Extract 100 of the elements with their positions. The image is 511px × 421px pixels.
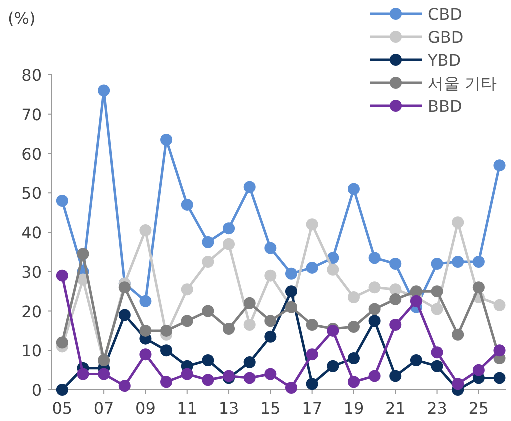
point (285, 268, 298, 280)
point (244, 297, 256, 310)
y-tick-label: 30 (22, 262, 42, 282)
point (390, 258, 402, 270)
point (431, 286, 444, 298)
point (348, 183, 360, 196)
legend-label: BBD (428, 97, 462, 116)
x-tick-label: 23 (427, 399, 448, 418)
point (390, 284, 402, 296)
point (56, 195, 68, 207)
point (410, 354, 422, 366)
y-tick-label: 50 (22, 184, 42, 204)
point (244, 181, 256, 194)
x-tick-label: 25 (468, 399, 490, 418)
y-tick-label: 40 (22, 224, 42, 242)
point (327, 264, 340, 276)
point (160, 376, 173, 388)
point (494, 344, 506, 357)
point (140, 224, 152, 237)
point (306, 378, 318, 390)
point (494, 160, 506, 172)
point (202, 256, 214, 268)
point (56, 336, 68, 349)
point (56, 384, 68, 396)
point (348, 321, 360, 333)
point (202, 374, 214, 386)
y-tick-label: 80 (22, 66, 42, 85)
x-tick-label: 21 (385, 399, 406, 418)
point (306, 319, 318, 332)
point (223, 238, 236, 250)
x-tick-label: 19 (344, 399, 364, 418)
point (348, 291, 360, 304)
point (494, 372, 506, 384)
y-tick-label: 60 (22, 144, 42, 164)
point (202, 236, 214, 248)
legend-label: CBD (428, 5, 462, 24)
point (452, 328, 464, 341)
x-tick-label: 11 (177, 399, 198, 418)
point (56, 270, 68, 282)
point (223, 222, 236, 235)
point (431, 303, 444, 316)
point (202, 305, 214, 318)
x-tick-label: 13 (218, 399, 240, 418)
point (285, 382, 298, 394)
point (160, 344, 173, 357)
point (472, 364, 485, 376)
point (452, 378, 464, 390)
point (306, 348, 318, 361)
point (140, 295, 152, 308)
point (181, 315, 194, 328)
point (181, 198, 194, 211)
point (160, 324, 173, 337)
y-tick-label: 70 (22, 105, 42, 124)
point (285, 286, 298, 298)
point (472, 282, 485, 294)
point (452, 216, 464, 229)
point (368, 282, 381, 294)
point (472, 256, 485, 268)
point (348, 376, 360, 388)
point (264, 270, 277, 282)
point (118, 380, 131, 392)
point (494, 299, 506, 312)
point (431, 258, 444, 270)
x-tick-label: 07 (94, 399, 114, 418)
point (77, 368, 90, 380)
point (244, 372, 256, 384)
point (390, 293, 402, 306)
point (264, 330, 277, 343)
point (223, 322, 236, 335)
point (98, 368, 110, 380)
point (140, 348, 152, 361)
point (77, 248, 90, 260)
point (264, 315, 277, 328)
point (118, 282, 131, 294)
point (306, 262, 318, 274)
point (202, 354, 214, 366)
y-tick-label: 0 (32, 381, 42, 400)
legend-label: YBD (427, 51, 462, 70)
point (118, 309, 131, 322)
point (390, 319, 402, 332)
y-tick-label: 10 (22, 342, 42, 361)
point (431, 360, 444, 372)
x-tick-label: 15 (260, 399, 281, 418)
point (264, 368, 277, 380)
point (160, 134, 173, 146)
point (410, 286, 422, 298)
legend-label: 서울 기타 (428, 74, 498, 93)
point (368, 303, 381, 316)
point (431, 346, 444, 359)
point (140, 324, 152, 337)
point (348, 352, 360, 364)
point (368, 315, 381, 328)
point (244, 319, 256, 332)
point (452, 256, 464, 268)
point (181, 368, 194, 380)
y-axis-title: (%) (8, 9, 36, 28)
point (327, 360, 340, 372)
point (368, 370, 381, 382)
point (390, 370, 402, 382)
point (98, 84, 110, 97)
